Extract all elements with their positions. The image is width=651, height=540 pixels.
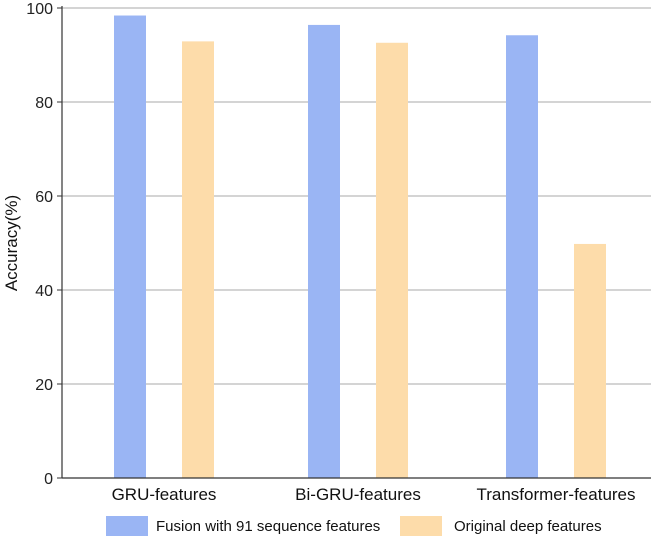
- legend-swatch-2: [400, 516, 442, 536]
- x-category-label-3: Transformer-features: [476, 485, 635, 504]
- bars: [114, 15, 606, 479]
- legend-label-1: Fusion with 91 sequence features: [156, 518, 380, 535]
- x-category-label-2: Bi-GRU-features: [295, 485, 421, 504]
- bar-transformer-features-series-2: [574, 243, 606, 478]
- x-categories: GRU-features Bi-GRU-features Transformer-f…: [112, 485, 636, 504]
- legend-swatch-1: [106, 516, 148, 536]
- y-axis-title: Accuracy(%): [2, 195, 21, 291]
- x-category-label-1: GRU-features: [112, 485, 217, 504]
- bar-transformer-features-series-1: [506, 35, 538, 478]
- y-tick-label-40: 40: [35, 283, 53, 300]
- y-tick-label-60: 60: [35, 189, 53, 206]
- grid-lines: [62, 7, 651, 385]
- legend: Fusion with 91 sequence features Original…: [106, 516, 602, 536]
- bar-gru-features-series-2: [182, 41, 214, 479]
- y-tick-label-80: 80: [35, 95, 53, 112]
- bar-bi-gru-features-series-1: [308, 24, 340, 478]
- y-tick-label-0: 0: [44, 471, 53, 488]
- axes: [61, 6, 651, 479]
- y-tick-label-100: 100: [26, 1, 53, 18]
- bar-bi-gru-features-series-2: [376, 42, 408, 478]
- bar-gru-features-series-1: [114, 15, 146, 479]
- y-tick-label-20: 20: [35, 377, 53, 394]
- y-ticks: 0 20 40 60 80 100: [26, 1, 62, 488]
- legend-label-2: Original deep features: [454, 518, 602, 535]
